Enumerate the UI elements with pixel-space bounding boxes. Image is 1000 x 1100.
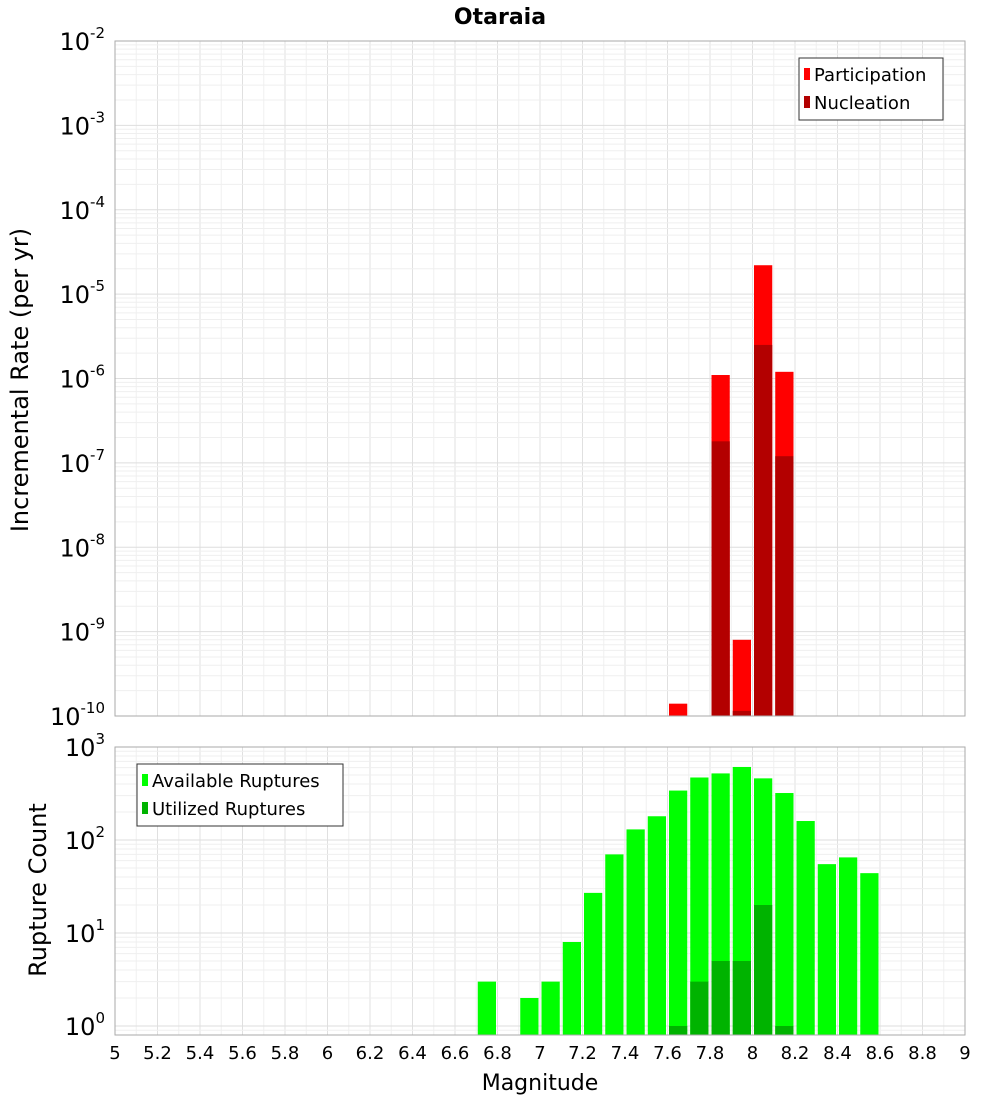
bar-participation [669, 703, 688, 716]
bar-available-ruptures [839, 857, 858, 1035]
bar-available-ruptures [605, 854, 624, 1035]
grid [114, 41, 966, 717]
legend: Participation Nucleation [798, 57, 944, 121]
bar-utilized-ruptures [754, 904, 773, 1035]
x-tick-label: 6.6 [441, 1043, 470, 1064]
y-tick-labels: 100 101 102 103 [65, 730, 105, 1041]
bar-nucleation [775, 456, 794, 716]
bar-available-ruptures [477, 981, 496, 1035]
bar-utilized-ruptures [690, 981, 709, 1035]
y-tick-label: 10-6 [59, 362, 105, 394]
x-tick-label: 5.4 [186, 1043, 215, 1064]
y-tick-label: 10-4 [59, 193, 105, 225]
legend: Available Ruptures Utilized Ruptures [136, 763, 344, 827]
x-tick-label: 5 [109, 1043, 120, 1064]
y-tick-label: 10-5 [59, 277, 105, 309]
x-axis-label: Magnitude [482, 1071, 599, 1096]
x-tick-label: 8 [747, 1043, 758, 1064]
y-tick-label: 10-7 [59, 446, 105, 478]
legend-label: Utilized Ruptures [152, 799, 305, 820]
bar-nucleation [732, 710, 751, 716]
bar-utilized-ruptures [732, 960, 751, 1035]
x-tick-label: 7.8 [696, 1043, 725, 1064]
x-tick-labels: 5 5.2 5.4 5.6 5.8 6 6.2 6.4 6.6 6.8 7 7.2 7.4 7.6 7.8 8… [109, 1043, 970, 1064]
legend-swatch [804, 68, 810, 80]
x-tick-label: 6 [322, 1043, 333, 1064]
x-tick-label: 5.6 [228, 1043, 257, 1064]
y-tick-label: 100 [65, 1009, 105, 1041]
x-tick-label: 6.8 [483, 1043, 512, 1064]
x-tick-label: 6.4 [398, 1043, 427, 1064]
bottom-y-axis-label: Rupture Count [24, 803, 52, 977]
y-tick-label: 102 [65, 823, 105, 855]
x-tick-label: 7 [534, 1043, 545, 1064]
bar-available-ruptures [796, 821, 815, 1035]
x-tick-label: 7.2 [568, 1043, 597, 1064]
y-tick-label: 101 [65, 916, 105, 948]
bar-available-ruptures [817, 864, 836, 1035]
x-tick-label: 5.2 [143, 1043, 172, 1064]
y-tick-label: 10-8 [59, 530, 105, 562]
legend-label: Nucleation [814, 93, 910, 114]
bar-nucleation [711, 441, 730, 716]
y-tick-label: 10-2 [59, 24, 105, 56]
y-tick-label: 10-9 [59, 615, 105, 647]
x-tick-label: 8.6 [866, 1043, 895, 1064]
y-tick-label: 103 [65, 730, 105, 762]
bar-available-ruptures [541, 981, 560, 1035]
bar-nucleation [754, 344, 773, 716]
bar-participation [732, 639, 751, 716]
bar-utilized-ruptures [711, 960, 730, 1035]
bars [477, 766, 879, 1035]
bar-available-ruptures [669, 790, 688, 1035]
x-tick-label: 8.8 [908, 1043, 937, 1064]
y-tick-labels: 10-10 10-9 10-8 10-7 10-6 10-5 10-4 10-3 10-2 [50, 24, 105, 731]
top-y-axis-label: Incremental Rate (per yr) [6, 228, 34, 532]
bar-available-ruptures [520, 997, 539, 1035]
y-tick-label: 10-10 [50, 699, 105, 731]
x-tick-label: 9 [959, 1043, 970, 1064]
bar-utilized-ruptures [775, 1025, 794, 1035]
bar-available-ruptures [647, 816, 666, 1035]
x-tick-label: 5.8 [271, 1043, 300, 1064]
plot-frame [114, 40, 966, 717]
chart-title: Otaraia [454, 5, 546, 30]
legend-box [136, 763, 344, 827]
legend-label: Available Ruptures [152, 771, 320, 792]
bar-available-ruptures [860, 873, 879, 1035]
legend-swatch [142, 774, 148, 786]
bar-available-ruptures [626, 829, 645, 1035]
bar-available-ruptures [775, 793, 794, 1035]
y-tick-label: 10-3 [59, 108, 105, 140]
legend-swatch [142, 802, 148, 814]
legend-swatch [804, 96, 810, 108]
bar-available-ruptures [690, 777, 709, 1035]
legend-label: Participation [814, 65, 926, 86]
x-tick-label: 6.2 [356, 1043, 385, 1064]
x-tick-label: 8.4 [823, 1043, 852, 1064]
bar-utilized-ruptures [669, 1025, 688, 1035]
bottom-panel: 100 101 102 103 5 5.2 5.4 5.6 5.8 6 6.2 6.4 6.6 6.8 7 7… [65, 730, 971, 1064]
x-tick-label: 7.4 [611, 1043, 640, 1064]
legend-box [798, 57, 944, 121]
x-tick-label: 7.6 [653, 1043, 682, 1064]
bars [669, 265, 794, 716]
top-panel: 10-10 10-9 10-8 10-7 10-6 10-5 10-4 10-3 10-2 Par… [50, 24, 966, 731]
bar-available-ruptures [562, 942, 581, 1035]
x-tick-label: 8.2 [781, 1043, 810, 1064]
bar-available-ruptures [584, 892, 603, 1035]
plot-frame [114, 746, 966, 1036]
